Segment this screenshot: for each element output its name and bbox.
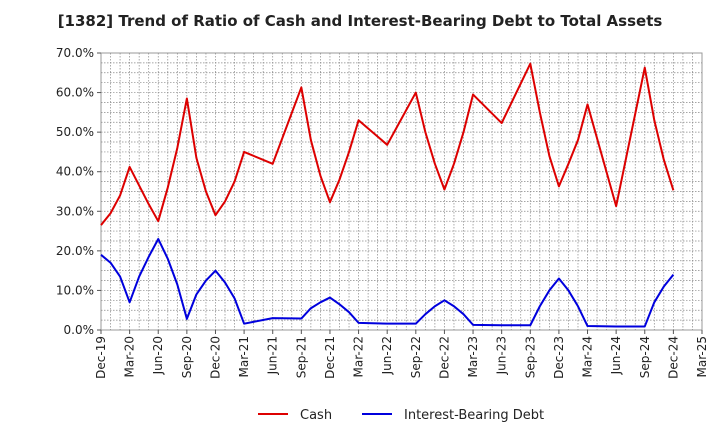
x-tick-label: Jun-21 (266, 336, 280, 375)
y-tick-label: 0.0% (64, 323, 95, 337)
x-tick-label: Jun-24 (609, 336, 623, 375)
x-tick-label: Mar-23 (466, 336, 480, 377)
x-tick-label: Dec-21 (323, 336, 337, 379)
legend-label: Interest-Bearing Debt (404, 408, 544, 423)
axes: 0.0% 10.0% 20.0% 30.0% 40.0% 50.0% 60.0% 70.0% D… (56, 46, 709, 379)
y-tick-label: 40.0% (56, 165, 94, 179)
x-tick-label: Sep-23 (523, 336, 537, 378)
legend: Cash Interest-Bearing Debt (258, 408, 544, 423)
series-lines (100, 62, 675, 328)
chart-title: [1382] Trend of Ratio of Cash and Intere… (57, 12, 663, 30)
x-tick-label: Dec-19 (94, 336, 108, 379)
x-tick-label: Mar-24 (581, 336, 595, 377)
grid (101, 53, 702, 330)
series-line-cash (100, 62, 675, 226)
x-tick-label: Dec-23 (552, 336, 566, 379)
x-tick-label: Sep-24 (638, 336, 652, 378)
x-tick-label: Dec-24 (666, 336, 680, 379)
y-tick-label: 30.0% (56, 204, 94, 218)
y-tick-label: 70.0% (56, 46, 94, 60)
x-tick-label: Mar-22 (352, 336, 366, 377)
series-line-interest-bearing-debt (100, 237, 675, 328)
x-tick-label: Sep-20 (180, 336, 194, 378)
x-tick-label: Sep-21 (294, 336, 308, 378)
x-tick-label: Mar-21 (237, 336, 251, 377)
x-tick-label: Dec-22 (437, 336, 451, 379)
x-tick-label: Dec-20 (208, 336, 222, 379)
y-tick-label: 10.0% (56, 283, 94, 297)
y-tick-label: 20.0% (56, 244, 94, 258)
x-tick-label: Jun-20 (151, 336, 165, 375)
x-tick-label: Mar-20 (123, 336, 137, 377)
x-tick-label: Jun-22 (380, 336, 394, 375)
legend-label: Cash (300, 408, 332, 423)
x-tick-label: Jun-23 (495, 336, 509, 375)
x-tick-label: Mar-25 (695, 336, 709, 377)
y-tick-label: 50.0% (56, 125, 94, 139)
y-tick-label: 60.0% (56, 86, 94, 100)
x-tick-label: Sep-22 (409, 336, 423, 378)
